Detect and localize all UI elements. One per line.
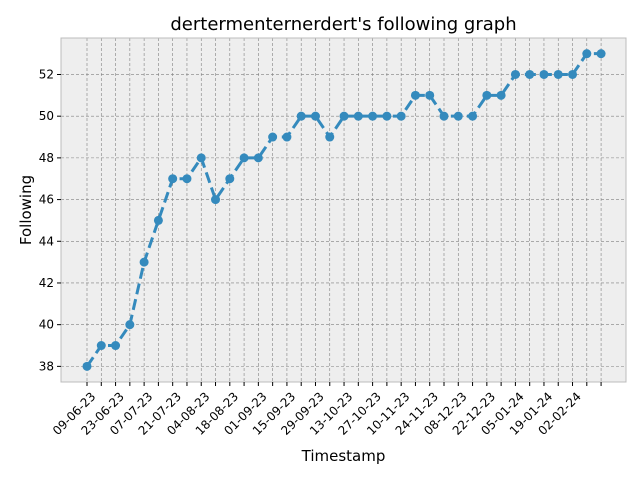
data-point	[125, 320, 135, 330]
x-axis-label: Timestamp	[301, 447, 386, 465]
data-point	[453, 111, 463, 121]
y-tick-label: 52	[39, 67, 54, 81]
data-point	[396, 111, 406, 121]
data-point	[268, 132, 278, 142]
data-point	[296, 111, 306, 121]
data-point	[82, 361, 92, 371]
data-point	[111, 341, 121, 351]
data-point	[410, 90, 420, 100]
data-point	[439, 111, 449, 121]
y-axis-label: Following	[17, 175, 35, 245]
data-point	[282, 132, 292, 142]
data-point	[482, 90, 492, 100]
y-tick-label: 44	[39, 234, 54, 248]
data-point	[182, 174, 192, 184]
data-point	[596, 49, 606, 59]
plot-frame	[60, 37, 627, 383]
data-point	[468, 111, 478, 121]
grid	[61, 38, 626, 382]
data-point	[510, 69, 520, 79]
y-tick-label: 50	[39, 109, 54, 123]
data-point	[425, 90, 435, 100]
data-point	[139, 257, 149, 267]
data-point	[325, 132, 335, 142]
data-point	[553, 69, 563, 79]
data-point	[196, 153, 206, 163]
data-point	[353, 111, 363, 121]
y-tick-label: 40	[39, 318, 54, 332]
y-tick-label: 42	[39, 276, 54, 290]
data-point	[225, 174, 235, 184]
data-point	[96, 341, 106, 351]
data-point	[339, 111, 349, 121]
data-point	[568, 69, 578, 79]
y-tick-label: 38	[39, 359, 54, 373]
data-point	[168, 174, 178, 184]
data-point	[539, 69, 549, 79]
data-point	[153, 215, 163, 225]
chart-title: dertermenternerdert's following graph	[170, 14, 516, 35]
data-point	[368, 111, 378, 121]
data-point	[582, 49, 592, 59]
data-point	[253, 153, 263, 163]
data-point	[382, 111, 392, 121]
data-point	[211, 195, 221, 205]
plot-area	[61, 38, 626, 382]
data-point	[525, 69, 535, 79]
data-point	[239, 153, 249, 163]
y-tick-label: 46	[39, 193, 54, 207]
data-point	[310, 111, 320, 121]
data-point	[496, 90, 506, 100]
y-tick-label: 48	[39, 151, 54, 165]
series-following	[82, 49, 606, 371]
